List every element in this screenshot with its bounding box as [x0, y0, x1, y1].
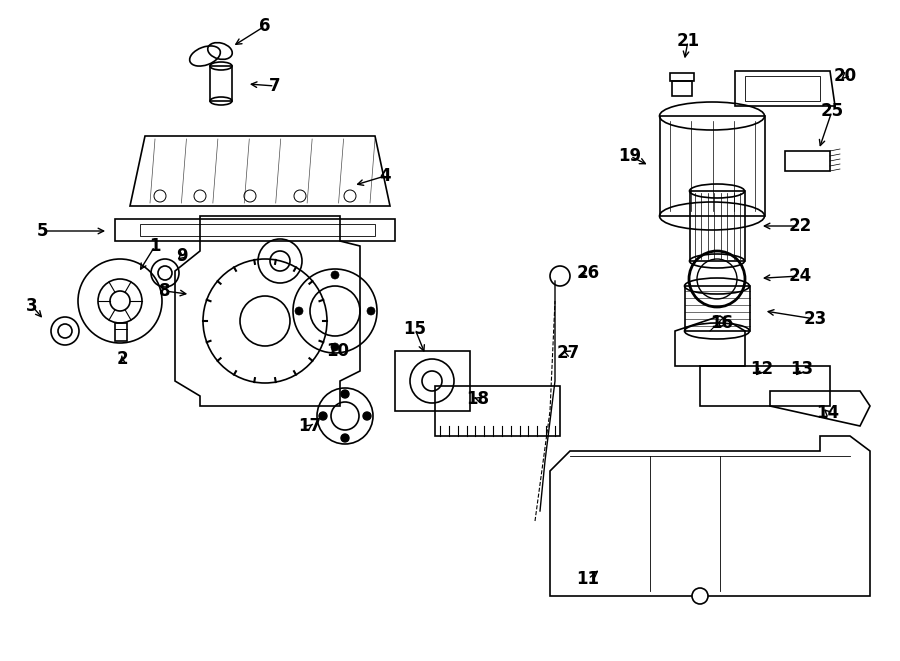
Text: 15: 15 — [403, 320, 427, 338]
Text: 4: 4 — [379, 167, 391, 185]
Text: 21: 21 — [677, 32, 699, 50]
Circle shape — [363, 412, 371, 420]
Circle shape — [692, 588, 708, 604]
Text: 18: 18 — [466, 390, 490, 408]
Text: 3: 3 — [26, 297, 38, 315]
Text: 23: 23 — [804, 310, 826, 328]
Circle shape — [319, 412, 327, 420]
Circle shape — [295, 307, 303, 315]
Text: 9: 9 — [176, 247, 188, 265]
Text: 24: 24 — [788, 267, 812, 285]
Bar — [745, 76, 820, 101]
Text: 5: 5 — [36, 222, 48, 240]
Bar — [140, 224, 375, 236]
Text: 14: 14 — [816, 404, 840, 422]
Text: 25: 25 — [821, 102, 843, 120]
Text: 17: 17 — [299, 417, 321, 435]
Text: 16: 16 — [710, 314, 734, 332]
Text: 22: 22 — [788, 217, 812, 235]
Bar — [672, 81, 692, 96]
Circle shape — [331, 271, 339, 279]
Circle shape — [341, 434, 349, 442]
Bar — [210, 66, 232, 101]
Bar — [660, 116, 765, 216]
Text: 8: 8 — [159, 282, 171, 300]
Text: 26: 26 — [576, 264, 599, 282]
Circle shape — [367, 307, 375, 315]
Text: 2: 2 — [116, 350, 128, 368]
Bar — [685, 286, 750, 331]
Text: 7: 7 — [269, 77, 281, 95]
Text: 6: 6 — [259, 17, 271, 35]
Text: 10: 10 — [327, 342, 349, 360]
Circle shape — [341, 390, 349, 398]
Text: 27: 27 — [556, 344, 580, 362]
Text: 19: 19 — [618, 147, 642, 165]
Bar — [670, 73, 694, 81]
Circle shape — [331, 343, 339, 351]
Bar — [115, 323, 127, 341]
Text: 20: 20 — [833, 67, 857, 85]
Text: 13: 13 — [790, 360, 814, 378]
Text: 11: 11 — [577, 570, 599, 588]
Text: 12: 12 — [751, 360, 774, 378]
Text: 1: 1 — [149, 237, 161, 255]
Bar — [690, 191, 745, 261]
